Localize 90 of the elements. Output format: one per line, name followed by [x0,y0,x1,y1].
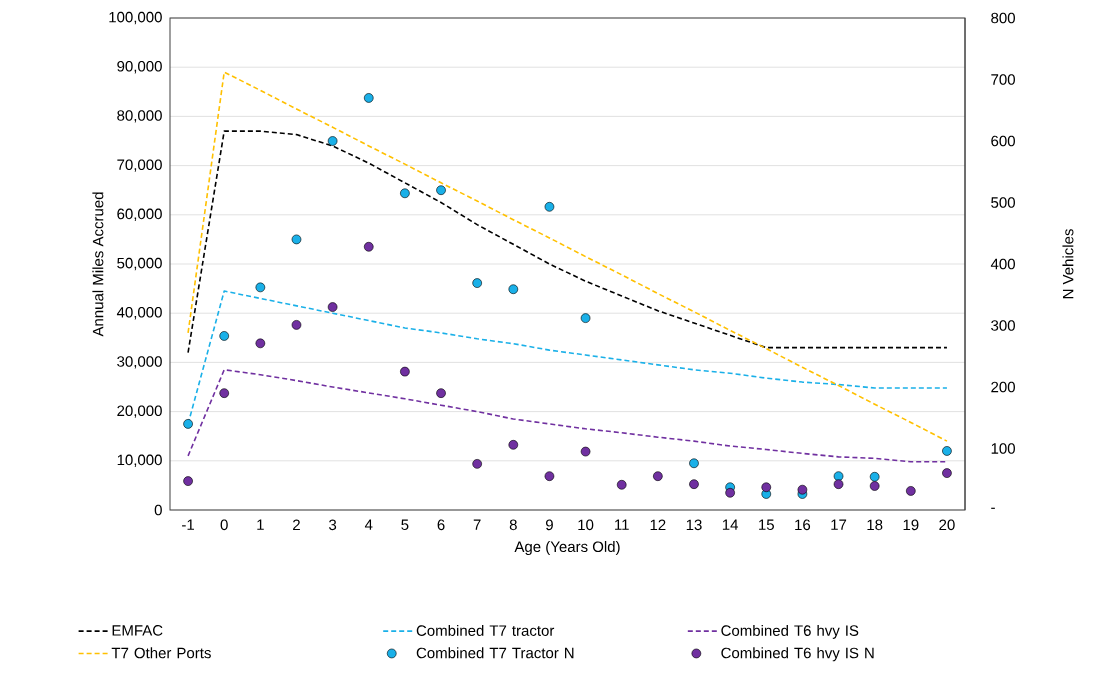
x-tick-label: 16 [795,519,811,531]
line-series [187,71,948,442]
point [580,446,591,457]
y-tick-label: 100,000 [109,11,162,25]
point [508,284,519,295]
point [219,331,230,341]
point [797,484,808,495]
point [580,313,591,323]
point [761,482,772,493]
point [472,459,482,469]
y-tick-label: 70,000 [117,159,162,172]
y-tick-label: 80,000 [117,110,162,123]
line-series [187,368,948,463]
legend-label: Combined T7 tractor [416,624,555,636]
point [869,471,880,482]
y2-tick-label: 700 [991,74,1015,85]
y2-tick-label: 400 [990,258,1015,270]
x-tick-label: 2 [293,519,300,531]
x-tick-label: 9 [545,519,553,531]
point [689,458,699,469]
point [327,136,338,146]
x-tick-label: 17 [831,519,847,530]
legend-label: T7 Other Ports [111,647,211,659]
x-axis-title: Age (Years Old) [514,541,620,555]
x-tick-label: 7 [473,519,481,530]
point [291,234,302,245]
x-tick-label: -1 [182,519,194,530]
point [327,302,338,312]
point [508,440,519,450]
point [689,479,699,489]
y2-tick-label: 600 [991,135,1015,147]
y-tick-label: 50,000 [117,257,162,271]
point [472,278,482,288]
point [725,487,735,498]
legend-label: Combined T7 Tractor N [416,647,574,659]
point [436,388,446,398]
x-tick-label: 6 [437,519,445,531]
point [906,486,916,496]
y2-tick-label: - [991,507,995,509]
x-tick-label: 19 [903,519,919,531]
y2-tick-label: 300 [991,320,1015,331]
point [616,479,627,490]
point [183,476,193,486]
legend-label: Combined T6 hvy IS N [721,647,874,662]
point [400,366,410,377]
y-tick-label: 0 [154,504,162,516]
point [400,188,410,199]
y-axis-title: Annual Miles Accrued [92,192,104,337]
y-tick-label: 60,000 [117,208,162,221]
point [436,185,446,195]
x-tick-label: 11 [615,519,629,530]
point [255,338,266,349]
x-tick-label: 1 [257,519,264,530]
point [363,241,374,252]
x-tick-label: 0 [220,519,228,531]
point [942,468,952,478]
x-tick-label: 3 [329,519,337,531]
y2-tick-label: 100 [991,443,1015,454]
point [363,93,374,103]
x-tick-label: 18 [867,519,883,531]
x-tick-label: 14 [722,519,739,530]
x-tick-label: 4 [364,519,373,530]
y-tick-label: 90,000 [117,61,162,74]
y-tick-label: 30,000 [117,356,162,369]
x-tick-label: 13 [686,519,702,531]
point [291,320,302,330]
y2-tick-label: 500 [991,197,1015,208]
x-tick-label: 10 [578,519,594,531]
x-tick-label: 8 [509,519,517,531]
y-tick-label: 10,000 [117,454,162,467]
x-tick-label: 12 [650,519,666,531]
point [653,471,663,481]
y-tick-label: 20,000 [117,405,162,418]
y-tick-label: 40,000 [116,307,162,320]
x-tick-label: 15 [759,519,774,530]
y2-tick-label: 200 [991,381,1015,393]
point [183,419,193,429]
legend-label: EMFAC [112,625,163,636]
point [942,446,952,456]
y2-tick-label: 800 [991,12,1015,24]
point [544,202,555,212]
point [833,479,844,489]
point [544,471,555,481]
y2-axis-title: N Vehicles [1062,229,1074,299]
x-tick-label: 20 [939,519,955,531]
x-tick-label: 5 [401,519,409,530]
point [869,481,880,491]
legend-label: Combined T6 hvy IS [721,624,859,639]
point [255,282,266,293]
point [219,388,230,398]
